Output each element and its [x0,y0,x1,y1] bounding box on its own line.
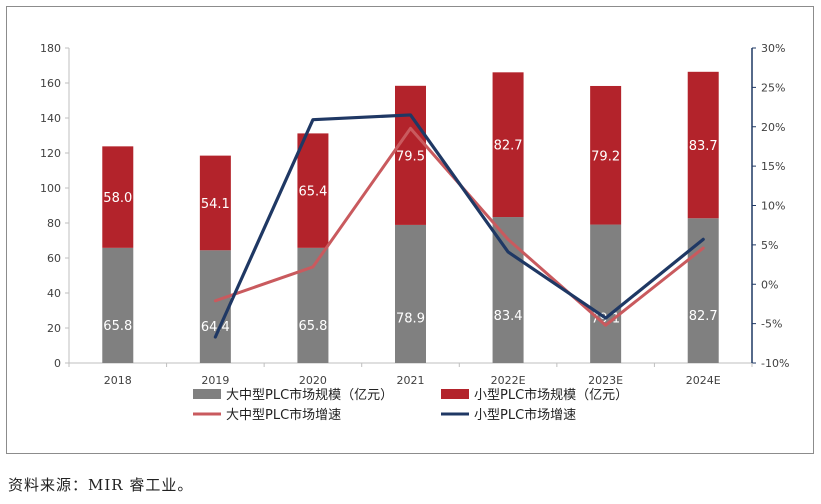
bar-lower-label: 83.4 [494,309,523,324]
legend-swatch [441,389,469,399]
bar-upper-label: 58.0 [103,191,132,206]
x-category-label: 2024E [686,374,721,387]
right-tick-label: 10% [761,200,785,213]
bar-lower-label: 64.4 [201,320,230,335]
bar-lower-label: 65.8 [103,319,132,334]
left-tick-label: 120 [40,147,61,160]
source-note: 资料来源：MIR 睿工业。 [8,476,194,494]
right-tick-label: -5% [761,318,782,331]
bar-lower [590,224,622,363]
right-tick-label: 5% [761,239,778,252]
x-category-label: 2022E [491,374,526,387]
left-tick-label: 0 [54,357,61,370]
bar-lower [492,217,524,363]
left-tick-label: 140 [40,112,61,125]
right-tick-label: 15% [761,160,785,173]
bar-lower-label: 78.9 [396,311,425,326]
bar-upper [590,85,622,225]
bar-upper [687,71,719,219]
chart-frame: 0 20 40 60 80 100 120 140 160 180 -10% -5% 0% 5% 10% 15… [6,6,814,454]
bar-lower-label: 82.7 [689,309,718,324]
x-category-label: 2018 [104,374,132,387]
left-tick-label: 40 [47,287,61,300]
left-tick-label: 180 [40,42,61,55]
bar-lower [102,247,134,363]
legend-label: 小型PLC市场增速 [474,407,576,423]
legend-label: 大中型PLC市场增速 [226,407,341,423]
bar-upper [395,85,426,225]
chart: 0 20 40 60 80 100 120 140 160 180 -10% -5% 0% 5% 10% 15… [40,42,789,423]
bar-upper [102,146,134,248]
line-large-medium-growth [213,126,705,327]
x-category-label: 2019 [201,374,229,387]
x-category-label: 2023E [588,374,623,387]
line-small-growth [213,113,705,339]
legend-label: 小型PLC市场规模（亿元） [474,387,628,403]
left-tick-label: 80 [47,217,61,230]
left-tick-label: 60 [47,252,61,265]
bar-upper-label: 65.4 [298,185,327,200]
bar-upper [297,133,329,248]
legend-swatch [193,389,221,399]
bar-lower [395,224,426,363]
bar-lower [687,218,719,363]
x-category-label: 2021 [397,374,425,387]
bar-lower [199,250,231,363]
bar-upper-label: 79.2 [591,149,620,164]
left-tick-label: 160 [40,77,61,90]
legend-label: 大中型PLC市场规模（亿元） [226,387,393,403]
right-tick-label: 25% [761,81,785,94]
bar-upper-label: 83.7 [689,139,718,154]
left-tick-label: 20 [47,322,61,335]
right-tick-label: 20% [761,121,785,134]
left-tick-label: 100 [40,182,61,195]
bar-upper [492,72,524,218]
right-tick-label: 0% [761,278,778,291]
bar-upper [199,155,231,251]
bar-upper-label: 54.1 [201,197,230,212]
bar-upper-label: 79.5 [396,149,425,164]
x-category-label: 2020 [299,374,327,387]
bar-upper-label: 82.7 [494,139,523,154]
right-tick-label: 30% [761,42,785,55]
bar-lower-label: 65.8 [298,319,327,334]
right-tick-label: -10% [761,357,789,370]
